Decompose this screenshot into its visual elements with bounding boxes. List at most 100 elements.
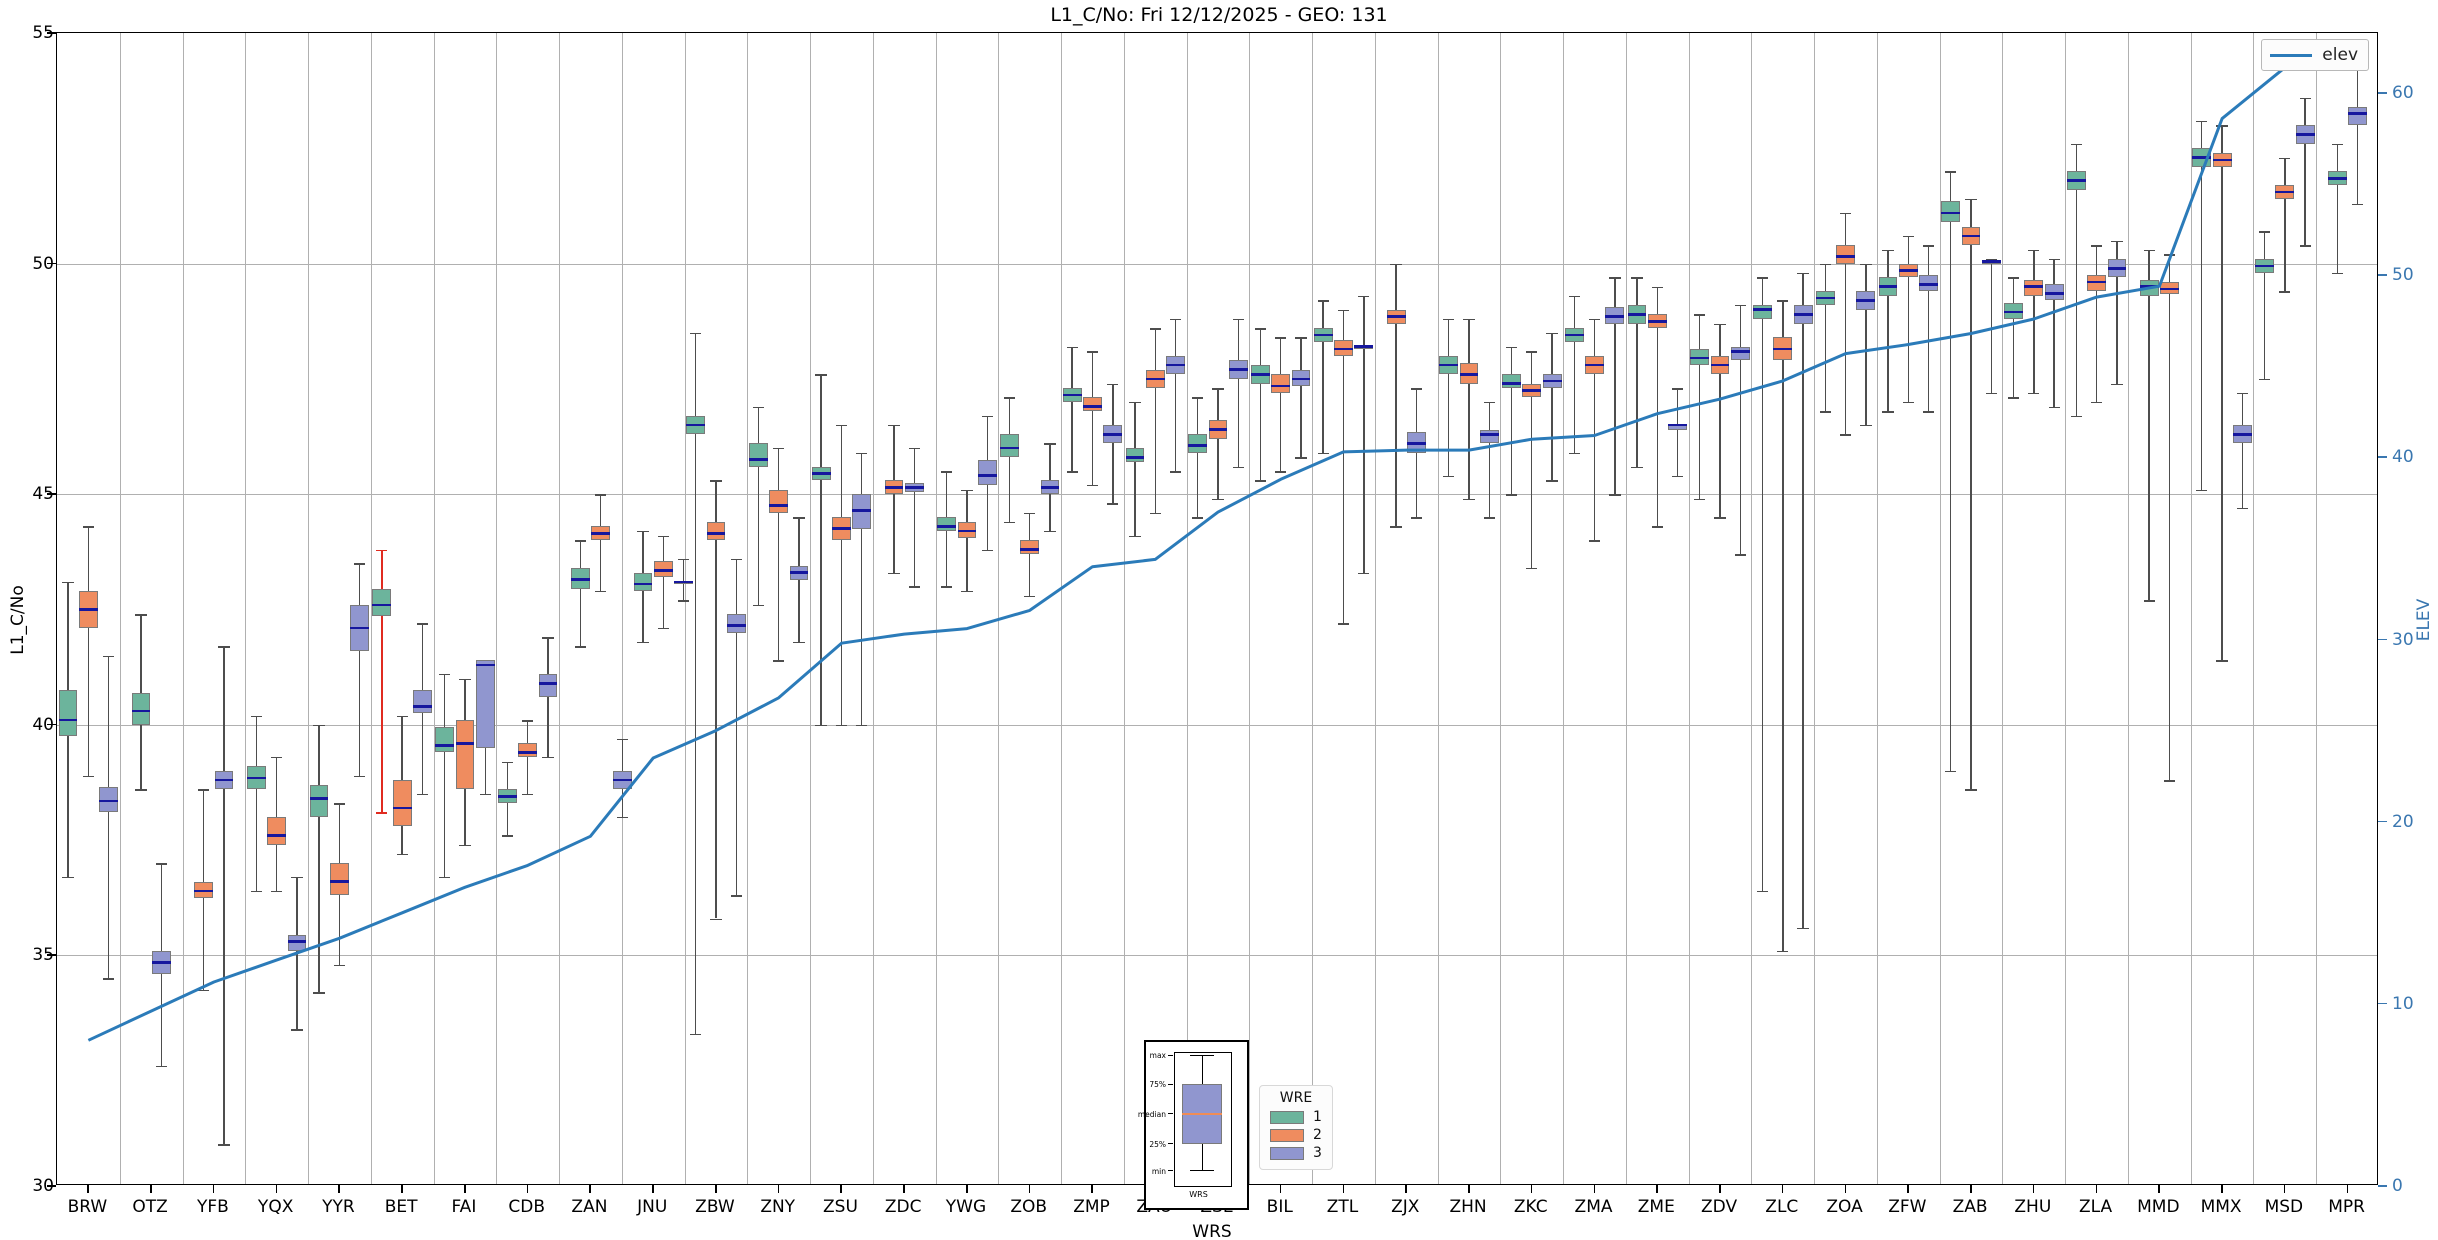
wre-legend-row-3[interactable]: 3 [1270,1145,1322,1161]
median-line [2044,292,2064,295]
whisker-line [1887,249,1889,412]
median-line [1941,211,1961,215]
wre-legend-row-2[interactable]: 2 [1270,1127,1322,1143]
whisker-line [1636,277,1638,467]
whisker-cap-max [396,715,408,717]
whisker-cap-max [416,623,429,625]
median-line [1898,269,1918,272]
whisker-cap-min [1505,494,1518,496]
x-axis-tick-label-bet: BET [384,1197,418,1217]
gridline-vertical [308,33,310,1184]
x-axis-tick-mark [1530,1185,1533,1193]
gridline-vertical [998,33,1000,1184]
x-axis-tick-label-zdv: ZDV [1701,1197,1738,1217]
median-line [246,776,266,780]
box-body [1188,434,1208,453]
median-line [748,458,768,461]
whisker-cap-max [1819,263,1831,265]
x-axis-tick-mark [1028,1185,1031,1193]
x-axis-tick-label-zla: ZLA [2079,1197,2113,1217]
x-axis-tick-label-zoa: ZOA [1826,1197,1863,1217]
x-axis-tick-mark [2095,1185,2098,1193]
x-axis-tick-label-zsu: ZSU [823,1197,858,1217]
whisker-cap-min [2299,245,2311,247]
whisker-line [1091,351,1094,485]
elev-line-swatch [2270,53,2313,57]
median-line [2328,176,2347,180]
box-body [1271,374,1291,393]
whisker-cap-max [657,535,669,538]
whisker-cap-max [1024,512,1036,515]
x-axis-tick-mark [1656,1185,1658,1193]
whisker-cap-min [82,775,94,777]
whisker-cap-max [155,863,167,865]
median-line [1773,347,1793,351]
whisker-cap-min [961,591,973,593]
y-axis-right-tick-label: 20 [2392,811,2414,832]
whisker-cap-min [1631,466,1643,468]
x-axis-tick-label-ztl: ZTL [1326,1197,1359,1217]
whisker-cap-min [1463,498,1475,501]
x-axis-tick-mark [1279,1185,1282,1193]
whisker-line [1927,245,1930,412]
whisker-cap-min [793,641,805,644]
x-axis-tick-mark [275,1185,278,1193]
whisker-line [1300,337,1302,458]
whisker-line [1761,277,1764,891]
wre-legend[interactable]: WRE 1 2 3 [1259,1085,1333,1170]
y-axis-left-tick-mark [47,493,56,495]
median-line [1291,377,1311,381]
y-axis-right-tick-label: 50 [2392,265,2414,286]
x-axis-tick-mark [2221,1185,2223,1193]
y-axis-left-tick-mark [47,32,56,34]
whisker-line [1802,272,1804,928]
whisker-cap-max [1671,388,1684,390]
whisker-line [1488,401,1491,518]
median-line [1647,319,1667,323]
whisker-cap-min [1275,471,1287,473]
x-axis-tick-label-zab: ZAB [1952,1197,1988,1217]
whisker-line [1134,401,1136,536]
x-axis-tick-label-bil: BIL [1266,1197,1293,1217]
whisker-line [1448,318,1450,476]
x-axis-tick-label-zhn: ZHN [1449,1197,1487,1217]
whisker-cap-max [815,374,827,376]
whisker-cap-max [198,789,210,791]
whisker-cap-max [354,563,366,565]
boxplot-explainer-inset: max 75% median 25% min WRS [1138,1040,1249,1210]
whisker-cap-min [1044,531,1056,533]
wre-legend-row-1[interactable]: 1 [1270,1109,1322,1125]
elev-legend[interactable]: elev [2261,39,2369,71]
x-axis-tick-label-otz: OTZ [132,1197,168,1217]
median-line [1627,313,1647,316]
whisker-line [1154,328,1156,513]
median-line [1228,368,1248,371]
median-line [1407,442,1426,445]
whisker-cap-max [82,526,94,528]
whisker-cap-max [908,448,920,450]
x-axis-tick-mark [714,1185,717,1193]
whisker-cap-min [1839,434,1852,436]
median-line [1793,313,1813,316]
median-line [435,744,454,747]
whisker-cap-min [981,549,993,551]
whisker-cap-min [1546,480,1558,482]
x-axis-tick-mark [2032,1185,2035,1193]
whisker-line [2201,120,2203,490]
whisker-cap-max [1694,314,1706,316]
median-line [769,504,789,508]
whisker-cap-min [1526,567,1538,570]
whisker-cap-min [2236,508,2249,510]
median-line [329,880,349,883]
whisker-line [778,448,780,661]
whisker-cap-max [617,738,629,741]
whisker-cap-min [710,918,722,920]
median-line [570,578,590,581]
x-axis-tick-mark [87,1185,89,1193]
x-axis-tick-mark [1405,1185,1407,1193]
gridline-vertical [1312,33,1314,1184]
whisker-cap-max [2143,249,2155,252]
whisker-cap-min [1169,471,1182,473]
whisker-cap-min [333,964,346,966]
whisker-line [715,480,717,919]
